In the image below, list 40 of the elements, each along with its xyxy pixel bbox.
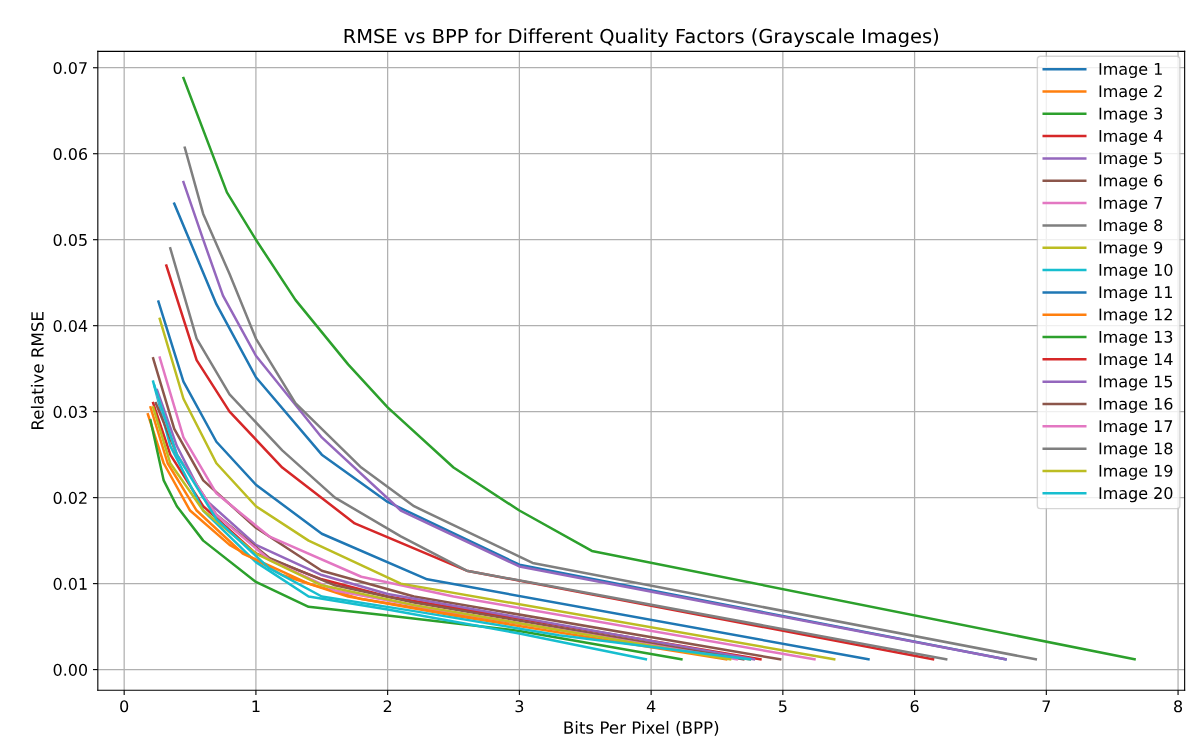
y-tick-label: 0.03 (53, 405, 87, 418)
legend-label: Image 12 (1099, 308, 1172, 324)
x-axis-title: Bits Per Pixel (BPP) (564, 720, 719, 736)
legend-label: Image 5 (1099, 152, 1162, 168)
x-tick-label: 3 (515, 700, 524, 713)
x-tick-label: 8 (1174, 700, 1183, 713)
x-tick-label: 4 (646, 700, 656, 713)
x-tick-label: 6 (910, 700, 919, 713)
x-tick-label: 1 (252, 700, 260, 713)
legend-label: Image 16 (1099, 397, 1173, 413)
y-tick-label: 0.05 (53, 233, 87, 246)
chart-title: RMSE vs BPP for Different Quality Factors (Grayscale Images) (344, 28, 939, 48)
x-tick-label: 5 (779, 700, 787, 713)
legend-label: Image 2 (1099, 85, 1162, 101)
legend-label: Image 19 (1099, 464, 1173, 480)
legend-label: Image 18 (1099, 442, 1173, 458)
y-tick-label: 0.02 (53, 491, 87, 504)
y-tick-label: 0.04 (53, 319, 88, 332)
legend-label: Image 4 (1099, 130, 1163, 146)
legend-label: Image 15 (1099, 375, 1173, 391)
legend-label: Image 17 (1099, 420, 1173, 436)
legend-label: Image 10 (1099, 263, 1173, 279)
legend-label: Image 8 (1099, 219, 1163, 235)
legend-label: Image 13 (1099, 330, 1173, 346)
legend-label: Image 1 (1099, 63, 1162, 79)
legend-label: Image 11 (1099, 286, 1172, 302)
y-tick-label: 0.06 (53, 147, 88, 161)
y-axis-title: Relative RMSE (30, 312, 44, 429)
legend-label: Image 7 (1099, 197, 1162, 212)
legend-label: Image 3 (1099, 107, 1163, 123)
legend-label: Image 6 (1099, 174, 1163, 190)
legend-label: Image 20 (1099, 487, 1173, 503)
y-tick-label: 0.01 (53, 577, 87, 590)
y-tick-label: 0.07 (53, 61, 87, 75)
x-tick-label: 0 (120, 700, 129, 713)
y-tick-label: 0.00 (53, 663, 88, 676)
x-tick-label: 2 (383, 700, 392, 713)
x-tick-label: 7 (1042, 700, 1051, 713)
legend-label: Image 9 (1099, 241, 1163, 257)
legend-label: Image 14 (1099, 353, 1173, 369)
